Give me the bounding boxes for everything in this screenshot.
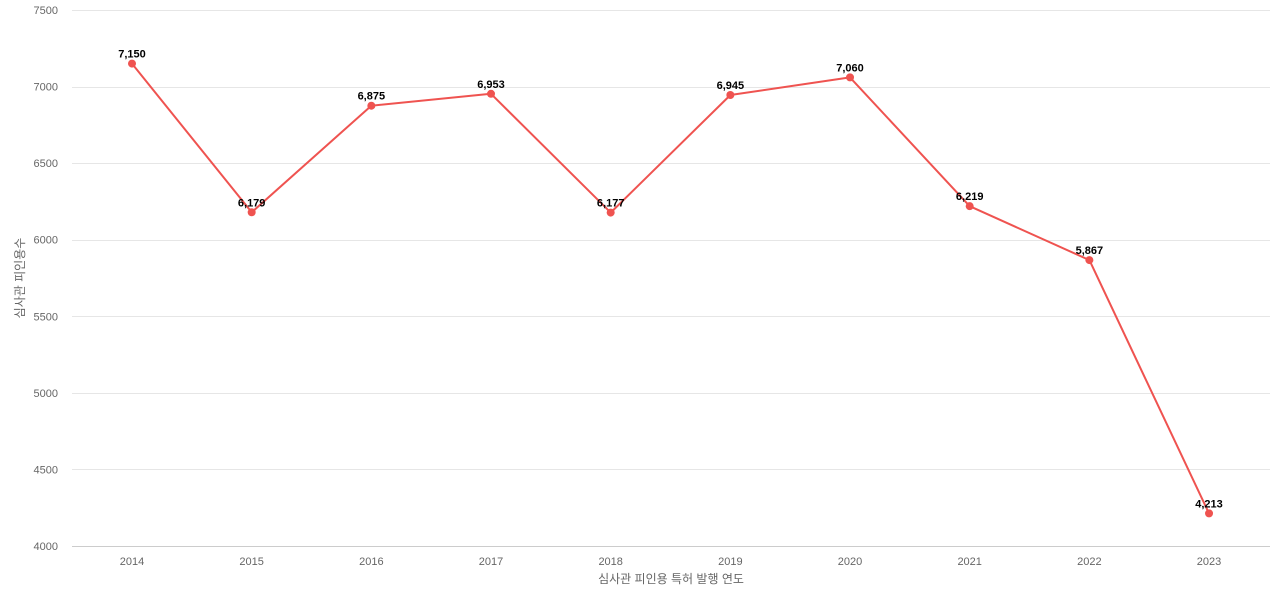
y-axis-title: 심사관 피인용수 [13, 238, 27, 319]
y-tick-label: 4500 [34, 464, 58, 476]
x-tick-label: 2022 [1077, 556, 1101, 568]
x-tick-label: 2014 [120, 556, 144, 568]
data-label: 4,213 [1195, 498, 1223, 510]
data-point[interactable] [965, 202, 974, 211]
data-point[interactable] [1205, 509, 1214, 518]
y-tick-label: 7500 [34, 5, 58, 17]
data-points [128, 59, 1214, 518]
data-label: 6,219 [956, 191, 984, 203]
series-line [131, 62, 1210, 514]
x-tick-label: 2021 [957, 556, 981, 568]
data-point[interactable] [1085, 256, 1094, 265]
x-tick-labels: 2014 2015 2016 2017 2018 2019 2020 2021 2022 2023 [120, 556, 1222, 568]
x-tick-label: 2015 [239, 556, 263, 568]
data-point[interactable] [726, 90, 735, 99]
x-tick-label: 2018 [598, 556, 622, 568]
x-tick-label: 2019 [718, 556, 742, 568]
data-point[interactable] [846, 73, 855, 82]
x-tick-label: 2017 [479, 556, 503, 568]
data-label: 5,867 [1076, 245, 1104, 257]
y-tick-label: 6000 [34, 235, 58, 247]
data-label: 6,177 [597, 198, 625, 210]
x-tick-label: 2023 [1197, 556, 1221, 568]
y-tick-label: 5500 [34, 311, 58, 323]
data-labels: 7,150 6,179 6,875 6,953 6,177 6,945 7,060 6,219… [118, 49, 1223, 511]
gridlines [72, 10, 1270, 547]
y-tick-label: 4000 [34, 541, 58, 553]
x-tick-label: 2020 [838, 556, 862, 568]
data-label: 7,150 [118, 49, 146, 61]
x-tick-label: 2016 [359, 556, 383, 568]
data-label: 6,945 [717, 80, 745, 92]
data-label: 6,953 [477, 79, 505, 91]
data-label: 6,875 [358, 91, 386, 103]
data-point[interactable] [487, 89, 496, 98]
y-tick-label: 6500 [34, 158, 58, 170]
y-tick-label: 7000 [34, 82, 58, 94]
data-point[interactable] [367, 101, 376, 110]
data-label: 6,179 [238, 197, 266, 209]
y-tick-labels: 4000 4500 5000 5500 6000 6500 7000 7500 [34, 5, 58, 553]
series-line-layer [131, 62, 1210, 514]
data-point[interactable] [606, 208, 615, 217]
data-label: 7,060 [836, 62, 864, 74]
x-axis-title: 심사관 피인용 특허 발행 연도 [598, 571, 744, 586]
data-point[interactable] [128, 59, 136, 68]
y-tick-label: 5000 [34, 388, 58, 400]
data-point[interactable] [247, 208, 256, 217]
